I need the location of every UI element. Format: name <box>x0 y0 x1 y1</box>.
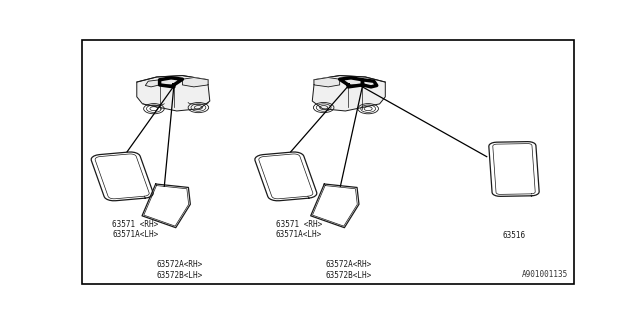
Polygon shape <box>145 80 159 87</box>
Polygon shape <box>137 76 210 111</box>
Text: 63571 <RH>
63571A<LH>: 63571 <RH> 63571A<LH> <box>276 220 322 239</box>
Polygon shape <box>142 184 190 228</box>
Text: A901001135: A901001135 <box>522 270 568 279</box>
Polygon shape <box>340 78 362 85</box>
Polygon shape <box>310 184 359 228</box>
Text: 63572A<RH>
63572B<LH>: 63572A<RH> 63572B<LH> <box>326 260 372 280</box>
Polygon shape <box>362 80 377 87</box>
Polygon shape <box>314 77 340 87</box>
Polygon shape <box>182 77 208 87</box>
Polygon shape <box>255 152 317 201</box>
Polygon shape <box>489 142 539 196</box>
Text: 63572A<RH>
63572B<LH>: 63572A<RH> 63572B<LH> <box>157 260 203 280</box>
Text: 63516: 63516 <box>502 231 525 240</box>
Polygon shape <box>159 78 182 85</box>
Polygon shape <box>92 152 153 201</box>
Text: 63571 <RH>
63571A<LH>: 63571 <RH> 63571A<LH> <box>112 220 159 239</box>
Polygon shape <box>312 76 385 111</box>
